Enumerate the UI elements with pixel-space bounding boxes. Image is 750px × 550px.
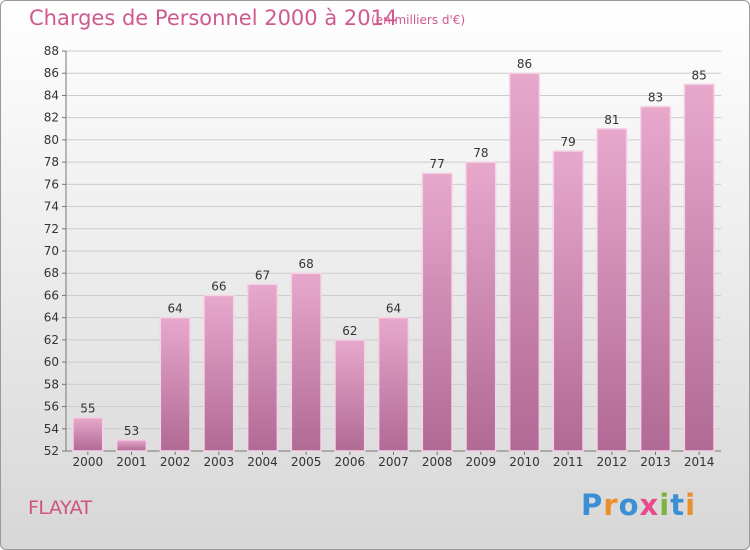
y-tick-label: 52 [44,444,59,458]
x-tick-label-2013: 2013 [640,455,671,469]
x-tick-label-2003: 2003 [204,455,235,469]
bar-2002 [159,316,191,452]
y-tick-label: 78 [44,155,59,169]
value-labels: 55 53 64 66 67 68 62 64 77 78 86 79 81 83 85 [80,57,707,438]
bar-2012 [596,128,628,452]
proxiti-logo: Proxiti [581,488,696,522]
x-tick-label-2010: 2010 [509,455,540,469]
logo-letter: i [659,488,671,522]
y-tick-label: 84 [44,88,59,102]
value-label-2008: 77 [430,157,445,171]
x-tick-label-2002: 2002 [160,455,191,469]
x-tick-label-2000: 2000 [73,455,104,469]
y-tick-label: 66 [44,288,59,302]
bar-2014 [683,83,715,452]
y-tick-label: 80 [44,133,59,147]
value-label-2013: 83 [648,91,663,105]
x-tick-label-2008: 2008 [422,455,453,469]
bar-2006 [334,339,366,452]
logo-letter: x [639,488,660,522]
y-tick-label: 62 [44,333,59,347]
y-tick-label: 72 [44,222,59,236]
y-tick-label: 64 [44,311,59,325]
logo-letter: P [581,488,604,522]
logo-letter: t [670,488,686,522]
x-tick-label-2007: 2007 [378,455,409,469]
y-tick-label: 58 [44,377,59,391]
y-tick-label: 88 [44,44,59,58]
y-tick-label: 60 [44,355,59,369]
bar-2008 [421,172,453,452]
x-tick-label-2001: 2001 [116,455,147,469]
bar-2011 [552,150,584,452]
bar-2007 [377,316,410,452]
y-tick-label: 70 [44,244,59,258]
y-tick-label: 76 [44,177,59,191]
value-label-2000: 55 [80,402,95,416]
chart-subtitle: (en milliers d'€) [371,13,466,27]
bar-2013 [639,105,672,452]
bar-2010 [508,72,541,452]
bar-2005 [290,272,322,452]
axes: 52 54 56 58 60 62 64 66 68 70 72 74 76 78 80 82 84 86 88 20… [44,44,721,469]
value-label-2012: 81 [604,113,619,127]
value-label-2003: 66 [211,279,226,293]
bar-2004 [246,283,279,452]
x-tick-label-2012: 2012 [597,455,628,469]
bar-2009 [465,161,497,452]
y-tick-label: 68 [44,266,59,280]
place-name: FLAYAT [28,497,92,519]
value-label-2005: 68 [299,257,314,271]
bar-2003 [203,294,235,452]
value-label-2009: 78 [473,146,488,160]
y-tick-label: 86 [44,66,59,80]
value-label-2010: 86 [517,57,532,71]
x-tick-label-2009: 2009 [466,455,497,469]
bars [72,72,715,452]
value-label-2006: 62 [342,324,357,338]
value-label-2002: 64 [168,302,183,316]
value-label-2004: 67 [255,268,270,282]
value-label-2014: 85 [692,68,707,82]
y-tick-label: 54 [44,422,59,436]
x-tick-label-2005: 2005 [291,455,322,469]
x-tick-label-2014: 2014 [684,455,715,469]
x-tick-label-2006: 2006 [335,455,366,469]
x-tick-label-2004: 2004 [247,455,278,469]
value-label-2011: 79 [561,135,576,149]
y-tick-label: 74 [44,200,59,214]
bar-2001 [115,439,148,452]
logo-letter: i [685,488,697,522]
value-label-2007: 64 [386,302,401,316]
value-label-2001: 53 [124,424,139,438]
logo-letter: r [603,488,619,522]
logo-letter: o [618,488,640,522]
bar-2000 [72,416,104,452]
x-tick-label-2011: 2011 [553,455,584,469]
chart-title: Charges de Personnel 2000 à 2014 [29,6,398,30]
y-tick-label: 56 [44,400,59,414]
y-tick-label: 82 [44,111,59,125]
